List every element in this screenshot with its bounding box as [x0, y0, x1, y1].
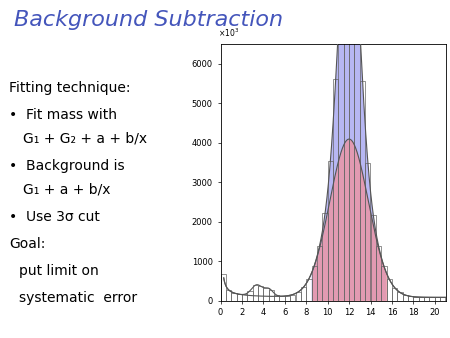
Bar — [290, 295, 296, 301]
Bar — [226, 290, 231, 301]
Text: G₁ + a + b/x: G₁ + a + b/x — [23, 183, 111, 196]
Bar — [381, 266, 387, 301]
Bar — [387, 279, 392, 301]
Bar — [311, 266, 317, 301]
Bar — [403, 295, 408, 301]
Bar — [397, 292, 403, 301]
Bar — [274, 295, 279, 301]
Bar — [231, 293, 237, 301]
Bar — [414, 297, 418, 301]
Text: systematic  error: systematic error — [19, 291, 137, 305]
Bar — [252, 285, 258, 301]
Text: Fitting technique:: Fitting technique: — [9, 81, 131, 95]
Bar — [333, 79, 338, 301]
Bar — [269, 290, 274, 301]
Bar — [328, 161, 333, 301]
Bar — [338, 0, 344, 301]
Bar — [279, 296, 285, 301]
Bar — [322, 214, 328, 301]
Bar — [418, 297, 424, 301]
Bar — [248, 291, 252, 301]
Bar — [301, 287, 306, 301]
Bar — [263, 288, 269, 301]
Bar — [296, 292, 301, 301]
Bar — [242, 294, 248, 301]
Text: •  Fit mass with: • Fit mass with — [9, 108, 117, 122]
Bar — [376, 246, 381, 301]
Text: G₁ + G₂ + a + b/x: G₁ + G₂ + a + b/x — [23, 132, 148, 146]
Bar — [392, 288, 397, 301]
Text: •  Use 3σ cut: • Use 3σ cut — [9, 210, 100, 223]
Bar — [440, 297, 445, 301]
Text: $\times10^3$: $\times10^3$ — [218, 26, 239, 39]
Bar — [306, 279, 311, 301]
Bar — [365, 163, 370, 301]
Bar — [344, 0, 349, 301]
Bar — [429, 297, 435, 301]
Bar — [258, 286, 263, 301]
Bar — [408, 296, 414, 301]
Bar — [220, 274, 226, 301]
Bar — [435, 297, 440, 301]
Bar — [424, 297, 429, 301]
Bar — [370, 215, 376, 301]
Text: •  Background is: • Background is — [9, 159, 125, 173]
Bar — [360, 80, 365, 301]
Bar — [285, 296, 290, 301]
Text: Goal:: Goal: — [9, 237, 46, 250]
Bar — [349, 0, 355, 301]
Bar — [317, 246, 322, 301]
Bar — [355, 0, 360, 301]
Text: put limit on: put limit on — [19, 264, 99, 277]
Text: Background Subtraction: Background Subtraction — [14, 10, 283, 30]
Bar — [237, 294, 242, 301]
